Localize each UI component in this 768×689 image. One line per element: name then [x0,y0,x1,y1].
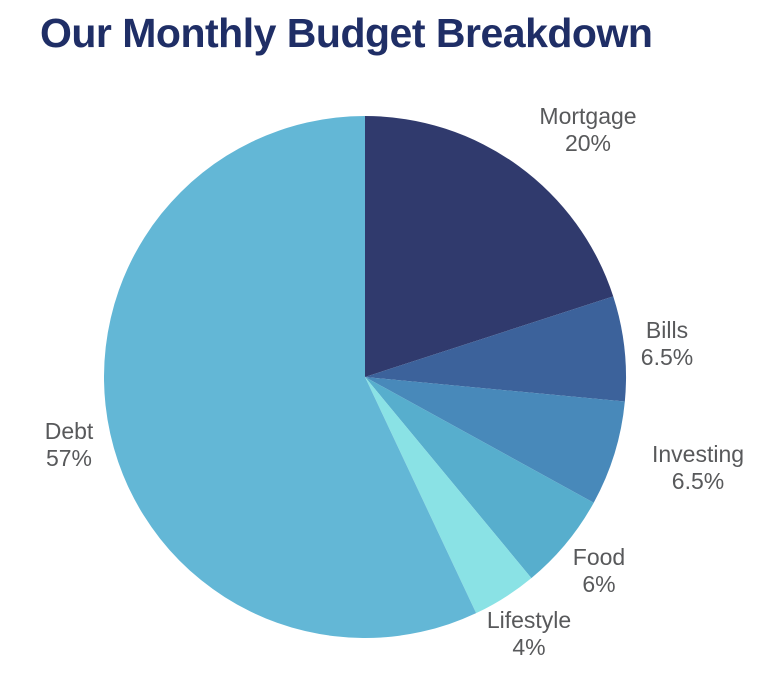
chart-title: Our Monthly Budget Breakdown [40,10,653,56]
pie-label-value: 6% [582,571,616,597]
pie-slice-debt [104,116,477,639]
pie-label-value: 57% [45,445,93,471]
pie-label-food: Food 6% [573,544,625,598]
pie-label-value: 6.5% [640,344,694,370]
pie-label-name: Bills [645,317,689,343]
pie-label-name: Mortgage [539,103,637,129]
pie-label-name: Lifestyle [486,607,572,633]
pie-label-mortgage: Mortgage 20% [539,103,636,157]
pie-label-value: 6.5% [671,468,725,494]
pie-slice-bills [365,296,626,402]
pie-label-name: Investing [651,441,745,467]
pie-label-debt: Debt 57% [45,418,94,472]
pie-label-name: Debt [44,418,94,444]
pie-slice-food [365,377,594,579]
pie-slice-mortgage [365,116,614,377]
pie-slice-lifestyle [365,377,532,614]
pie-slice-investing [365,377,625,503]
pie-label-value: 4% [512,634,546,660]
pie-label-lifestyle: Lifestyle 4% [487,607,571,661]
pie-label-investing: Investing 6.5% [652,441,744,495]
pie-label-bills: Bills 6.5% [641,317,693,371]
pie-label-value: 20% [564,130,612,156]
pie-label-name: Food [572,544,626,570]
